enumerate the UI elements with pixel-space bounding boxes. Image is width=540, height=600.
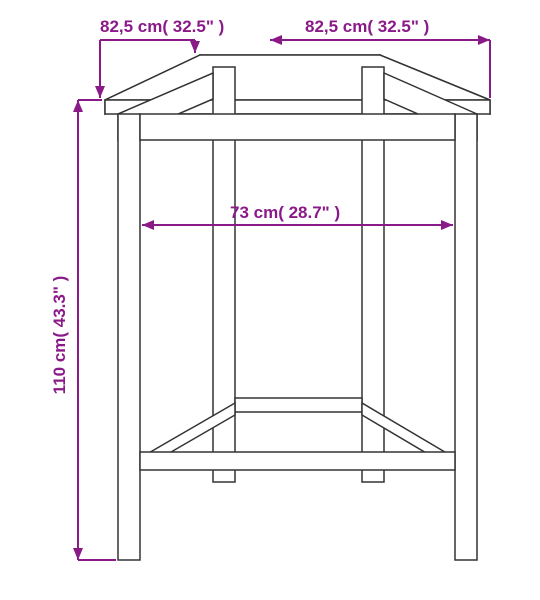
- dim-depth-label: 82,5 cm( 32.5" ): [100, 17, 224, 36]
- dim-width-label: 82,5 cm( 32.5" ): [305, 17, 429, 36]
- dim-height: 110 cm( 43.3" ): [50, 100, 116, 560]
- leg-front-right: [455, 114, 477, 560]
- stretcher-front: [140, 452, 455, 470]
- dim-height-label: 110 cm( 43.3" ): [50, 276, 69, 395]
- dim-inner-label: 73 cm( 28.7" ): [230, 203, 340, 222]
- tabletop-top: [105, 55, 490, 100]
- dim-inner: 73 cm( 28.7" ): [142, 203, 453, 230]
- leg-front-left: [118, 114, 140, 560]
- apron-front: [140, 114, 455, 140]
- stretcher-back: [235, 398, 362, 412]
- dimension-diagram: 82,5 cm( 32.5" ) 82,5 cm( 32.5" ) 110 cm…: [0, 0, 540, 600]
